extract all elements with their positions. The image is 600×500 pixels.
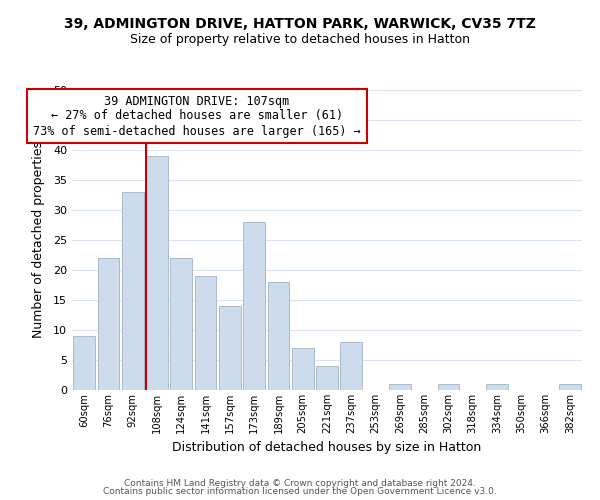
Bar	[122, 192, 143, 390]
Bar	[486, 384, 508, 390]
Bar	[437, 384, 460, 390]
X-axis label: Distribution of detached houses by size in Hatton: Distribution of detached houses by size …	[172, 442, 482, 454]
Bar	[97, 258, 119, 390]
Bar	[73, 336, 95, 390]
Bar	[170, 258, 192, 390]
Y-axis label: Number of detached properties: Number of detached properties	[32, 142, 44, 338]
Bar	[243, 222, 265, 390]
Text: Contains public sector information licensed under the Open Government Licence v3: Contains public sector information licen…	[103, 487, 497, 496]
Bar	[340, 342, 362, 390]
Text: 39 ADMINGTON DRIVE: 107sqm
← 27% of detached houses are smaller (61)
73% of semi: 39 ADMINGTON DRIVE: 107sqm ← 27% of deta…	[33, 94, 361, 138]
Bar	[194, 276, 217, 390]
Bar	[268, 282, 289, 390]
Text: Size of property relative to detached houses in Hatton: Size of property relative to detached ho…	[130, 32, 470, 46]
Bar	[389, 384, 411, 390]
Bar	[559, 384, 581, 390]
Bar	[219, 306, 241, 390]
Text: 39, ADMINGTON DRIVE, HATTON PARK, WARWICK, CV35 7TZ: 39, ADMINGTON DRIVE, HATTON PARK, WARWIC…	[64, 18, 536, 32]
Bar	[146, 156, 168, 390]
Bar	[292, 348, 314, 390]
Text: Contains HM Land Registry data © Crown copyright and database right 2024.: Contains HM Land Registry data © Crown c…	[124, 478, 476, 488]
Bar	[316, 366, 338, 390]
